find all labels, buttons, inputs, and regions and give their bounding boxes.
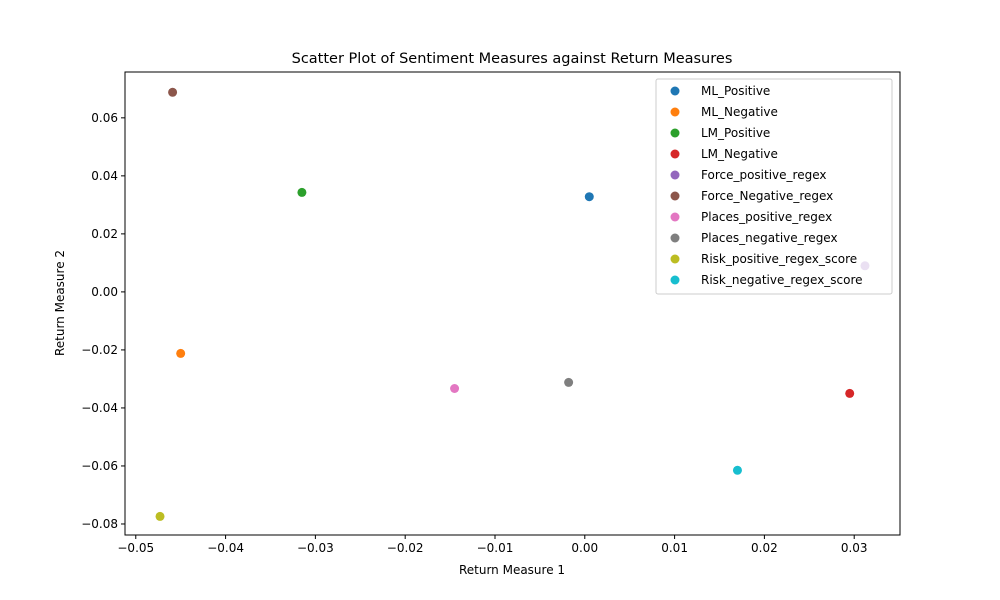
legend-marker	[670, 212, 680, 222]
legend-items: ML_Positive ML_Negative LM_Positive LM_Nega…	[670, 84, 863, 287]
legend-box	[655, 78, 893, 295]
y-tick-label: 0.06	[91, 111, 118, 125]
legend-marker	[670, 275, 680, 285]
y-axis: −0.08 −0.06 −0.04 −0.02 0.00 0.02 0.04 0.06	[81, 111, 125, 531]
data-point	[155, 511, 165, 521]
data-point	[732, 465, 742, 475]
legend-marker	[670, 128, 680, 138]
data-point	[584, 192, 594, 202]
legend-marker	[670, 170, 680, 180]
y-tick-label: −0.08	[81, 517, 118, 531]
y-tick-label: −0.02	[81, 343, 118, 357]
x-tick-label: −0.03	[297, 541, 334, 555]
legend-label: ML_Negative	[701, 105, 778, 119]
x-tick-label: −0.05	[117, 541, 154, 555]
x-tick-label: 0.02	[751, 541, 778, 555]
legend-label: ML_Positive	[701, 84, 770, 98]
y-axis-label: Return Measure 2	[53, 250, 67, 356]
legend-label: Places_negative_regex	[701, 231, 838, 245]
x-tick-label: −0.04	[207, 541, 244, 555]
data-point	[450, 383, 460, 393]
x-tick-label: 0.03	[841, 541, 868, 555]
y-tick-label: 0.04	[91, 169, 118, 183]
data-point	[845, 388, 855, 398]
y-tick-label: 0.02	[91, 227, 118, 241]
x-tick-label: 0.01	[661, 541, 688, 555]
y-tick-label: 0.00	[91, 285, 118, 299]
legend-label: Places_positive_regex	[701, 210, 832, 224]
data-point	[168, 87, 178, 97]
legend-marker	[670, 254, 680, 264]
legend-label: Risk_negative_regex_score	[701, 273, 863, 287]
legend-label: Force_positive_regex	[701, 168, 826, 182]
data-point	[297, 187, 307, 197]
x-tick-label: −0.02	[387, 541, 424, 555]
data-point	[564, 377, 574, 387]
chart-title: Scatter Plot of Sentiment Measures again…	[292, 51, 733, 67]
legend: ML_Positive ML_Negative LM_Positive LM_Nega…	[655, 78, 893, 295]
x-tick-label: −0.01	[477, 541, 514, 555]
legend-label: LM_Positive	[701, 126, 770, 140]
data-point	[176, 348, 186, 358]
legend-marker	[670, 191, 680, 201]
legend-marker	[670, 86, 680, 96]
plot-frame	[124, 71, 901, 536]
legend-label: Risk_positive_regex_score	[701, 252, 857, 266]
x-tick-label: 0.00	[571, 541, 598, 555]
x-axis-label: Return Measure 1	[459, 563, 565, 577]
legend-marker	[670, 107, 680, 117]
x-axis: −0.05 −0.04 −0.03 −0.02 −0.01 0.00 0.01 0.02 0.0…	[117, 535, 868, 555]
y-tick-label: −0.06	[81, 459, 118, 473]
legend-marker	[670, 233, 680, 243]
legend-marker	[670, 149, 680, 159]
legend-label: LM_Negative	[701, 147, 778, 161]
legend-label: Force_Negative_regex	[701, 189, 833, 203]
y-tick-label: −0.04	[81, 401, 118, 415]
points-layer	[155, 87, 870, 521]
